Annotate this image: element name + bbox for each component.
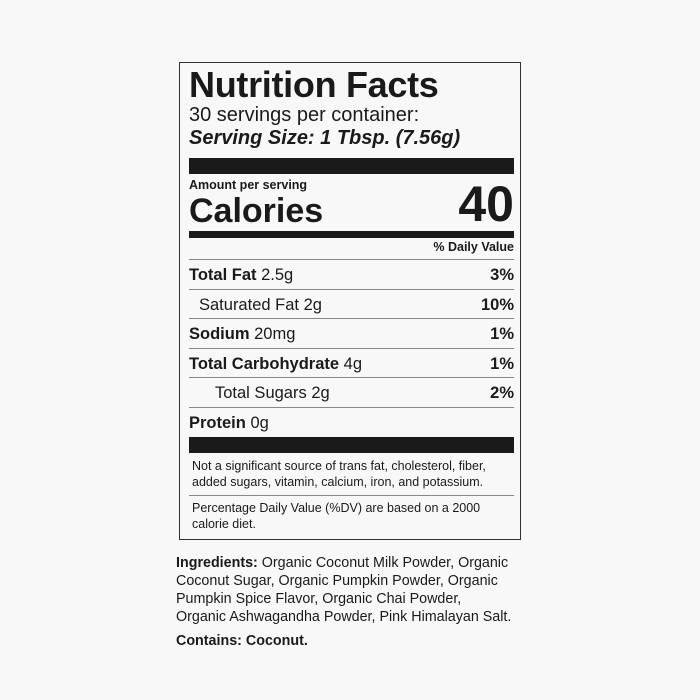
daily-value-header: % Daily Value bbox=[433, 240, 514, 254]
divider-thick bbox=[189, 158, 514, 174]
ingredients-label: Ingredients: bbox=[176, 555, 258, 571]
nutrient-name: Sodium 20mg bbox=[189, 319, 295, 348]
nutrient-label: Total Sugars bbox=[215, 384, 307, 402]
nutrient-daily-value: 10% bbox=[480, 295, 514, 314]
ingredients-line: Organic Coconut Milk Powder, Organic bbox=[257, 555, 509, 571]
servings-per-container: 30 servings per container: bbox=[189, 104, 420, 126]
label-title: Nutrition Facts bbox=[189, 64, 439, 105]
nutrient-amount: 4g bbox=[343, 354, 362, 373]
nutrient-daily-value: 1% bbox=[490, 325, 514, 343]
divider-thin bbox=[189, 495, 514, 496]
nutrient-label: Total Carbohydrate bbox=[189, 354, 340, 373]
nutrient-label: Protein bbox=[189, 413, 246, 432]
nutrient-name: Protein 0g bbox=[189, 408, 269, 437]
serving-size: Serving Size: 1 Tbsp. (7.56g) bbox=[189, 127, 461, 149]
nutrition-facts-label: Nutrition Facts 30 servings per containe… bbox=[179, 62, 521, 540]
nutrient-row: Total Sugars 2g 2% bbox=[189, 377, 514, 407]
nutrient-label: Sodium bbox=[189, 325, 250, 343]
note-insignificant: Not a significant source of trans fat, c… bbox=[192, 459, 486, 489]
nutrient-name: Total Carbohydrate 4g bbox=[189, 349, 362, 378]
nutrient-label: Total Fat bbox=[189, 266, 257, 284]
nutrient-name: Total Sugars 2g bbox=[189, 378, 330, 407]
nutrient-name: Total Fat 2.5g bbox=[189, 260, 293, 289]
contains-allergens: Contains: Coconut. bbox=[176, 633, 308, 649]
nutrient-amount: 0g bbox=[250, 413, 269, 432]
nutrient-row: Saturated Fat 2g 10% bbox=[189, 288, 514, 319]
nutrient-row: Protein 0g bbox=[189, 406, 514, 437]
nutrient-amount: 2g bbox=[303, 295, 322, 314]
nutrient-label: Saturated Fat bbox=[199, 295, 299, 314]
nutrient-amount: 2.5g bbox=[261, 266, 294, 284]
ingredients-line: Pumpkin Spice Flavor, Organic Chai Powde… bbox=[176, 591, 462, 607]
nutrient-row: Total Fat 2.5g 3% bbox=[189, 259, 514, 289]
nutrient-name: Saturated Fat 2g bbox=[189, 290, 322, 319]
ingredients-line: Coconut Sugar, Organic Pumpkin Powder, O… bbox=[176, 573, 498, 589]
note-daily-value: Percentage Daily Value (%DV) are based o… bbox=[192, 501, 481, 531]
ingredients-line: Organic Ashwagandha Powder, Pink Himalay… bbox=[176, 609, 512, 625]
amount-per-serving: Amount per serving bbox=[189, 178, 308, 192]
nutrient-daily-value: 2% bbox=[490, 384, 514, 402]
calories-label: Calories bbox=[189, 192, 324, 230]
nutrient-amount: 20mg bbox=[254, 325, 296, 343]
nutrient-row: Total Carbohydrate 4g 1% bbox=[189, 347, 514, 378]
nutrient-daily-value: 1% bbox=[490, 354, 514, 373]
divider-medium bbox=[189, 231, 514, 238]
nutrient-row: Sodium 20mg 1% bbox=[189, 318, 514, 348]
nutrient-daily-value: 3% bbox=[490, 266, 514, 284]
nutrient-amount: 2g bbox=[311, 384, 330, 402]
ingredients: Ingredients: Organic Coconut Milk Powder… bbox=[176, 554, 536, 626]
calories-value: 40 bbox=[458, 176, 514, 232]
divider-thick bbox=[189, 437, 514, 453]
